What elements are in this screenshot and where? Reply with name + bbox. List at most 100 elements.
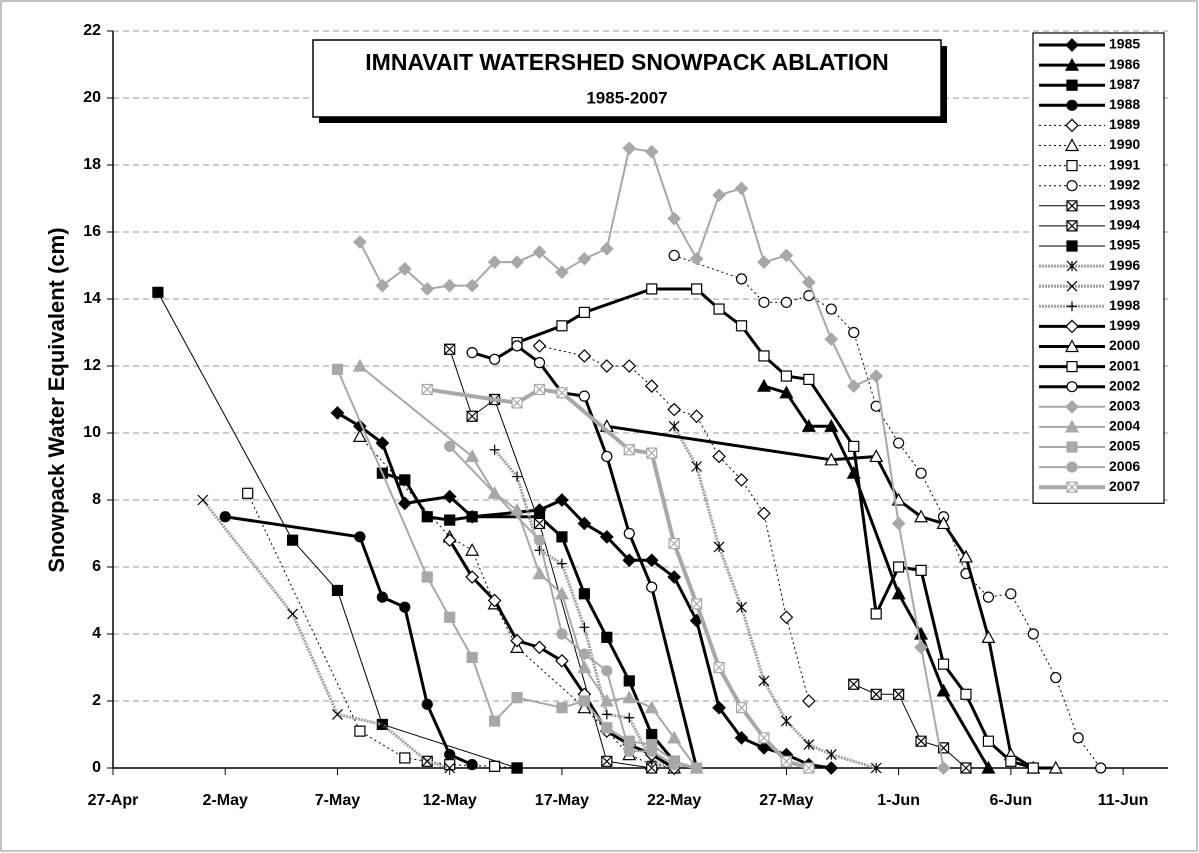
series (668, 420, 882, 774)
marker (331, 363, 344, 375)
marker (734, 731, 749, 745)
y-tick-label: 10 (83, 424, 101, 441)
marker (668, 420, 680, 432)
x-tick-label: 2-May (203, 792, 248, 809)
marker (579, 622, 590, 633)
marker (982, 735, 995, 747)
legend-label: 1985 (1109, 36, 1140, 52)
marker (803, 373, 815, 385)
x-tick-label: 7-May (315, 792, 360, 809)
marker (667, 402, 682, 417)
marker (399, 474, 411, 486)
series (352, 358, 704, 774)
marker (555, 493, 569, 507)
marker (1072, 732, 1084, 744)
marker (758, 732, 770, 744)
marker (891, 586, 906, 600)
marker (757, 741, 771, 755)
marker (444, 440, 456, 452)
marker (914, 509, 929, 523)
legend: 1985 1986 1987 1988 1989 1990 1991 1992 1993 1994… (1032, 32, 1165, 504)
marker (622, 359, 637, 373)
marker (376, 719, 388, 730)
marker (399, 601, 411, 613)
marker (1050, 671, 1062, 684)
marker (444, 514, 456, 526)
marker (556, 320, 568, 332)
marker (465, 449, 480, 463)
marker (444, 748, 456, 761)
marker (780, 296, 793, 308)
marker (869, 369, 884, 383)
marker (1065, 118, 1079, 133)
marker (667, 730, 682, 744)
marker (735, 273, 748, 285)
marker (622, 553, 637, 568)
marker (825, 303, 837, 315)
marker (646, 728, 658, 741)
marker (488, 760, 501, 772)
marker (803, 762, 815, 774)
marker (465, 570, 479, 584)
marker (982, 591, 995, 603)
y-tick-label: 6 (92, 558, 101, 575)
legend-label: 2002 (1109, 377, 1140, 393)
marker (556, 387, 568, 399)
marker (578, 390, 590, 402)
marker (352, 358, 367, 372)
marker (1066, 280, 1078, 292)
marker (1048, 760, 1063, 774)
marker (376, 591, 388, 603)
marker (644, 700, 659, 714)
marker (556, 558, 567, 569)
marker (936, 683, 951, 697)
marker (713, 661, 725, 674)
marker (960, 762, 972, 774)
marker (780, 755, 793, 767)
marker (780, 715, 792, 727)
legend-label: 2003 (1109, 398, 1140, 414)
marker (601, 631, 613, 643)
marker (1064, 57, 1080, 71)
legend-label: 1995 (1109, 237, 1140, 253)
marker (824, 761, 839, 775)
marker (577, 349, 592, 363)
marker (511, 340, 523, 352)
marker (803, 739, 815, 750)
y-tick-label: 20 (83, 89, 101, 106)
marker (893, 688, 905, 700)
marker (623, 527, 635, 540)
y-tick-label: 12 (83, 357, 101, 374)
marker (824, 419, 839, 432)
marker (444, 759, 456, 771)
marker (511, 397, 523, 409)
marker (442, 489, 457, 504)
marker (1065, 319, 1079, 334)
marker (689, 409, 704, 424)
marker (936, 761, 951, 775)
marker (599, 241, 614, 256)
marker (780, 370, 793, 382)
legend-label: 2000 (1109, 337, 1140, 353)
marker (510, 633, 524, 648)
marker (691, 762, 703, 774)
legend-label: 1998 (1109, 297, 1140, 313)
marker (668, 759, 680, 771)
marker (622, 690, 637, 704)
marker (735, 702, 748, 714)
marker (779, 610, 794, 625)
marker (512, 471, 523, 482)
marker (532, 245, 547, 259)
marker (421, 571, 433, 583)
marker (712, 449, 726, 464)
marker (893, 561, 905, 573)
marker (599, 359, 614, 373)
marker (354, 725, 366, 737)
marker (735, 320, 748, 332)
marker (532, 566, 547, 580)
marker (555, 265, 569, 280)
series-line (201, 499, 451, 770)
marker (646, 447, 658, 459)
series (353, 141, 951, 775)
plot (152, 141, 1107, 775)
